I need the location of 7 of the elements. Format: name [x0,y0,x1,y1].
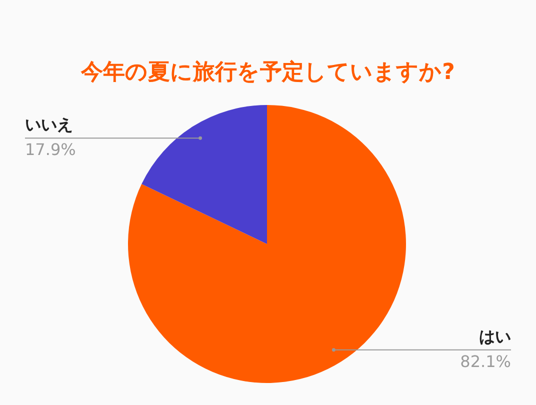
slice-label: はい [479,326,511,346]
pie-slice [142,105,267,244]
chart-title: 今年の夏に旅行を予定していますか? [80,59,455,85]
data-label: 17.9% [25,140,76,160]
slice-label: いいえ [25,115,73,134]
pie-slice [128,105,406,383]
data-label: 82.1% [460,352,511,371]
